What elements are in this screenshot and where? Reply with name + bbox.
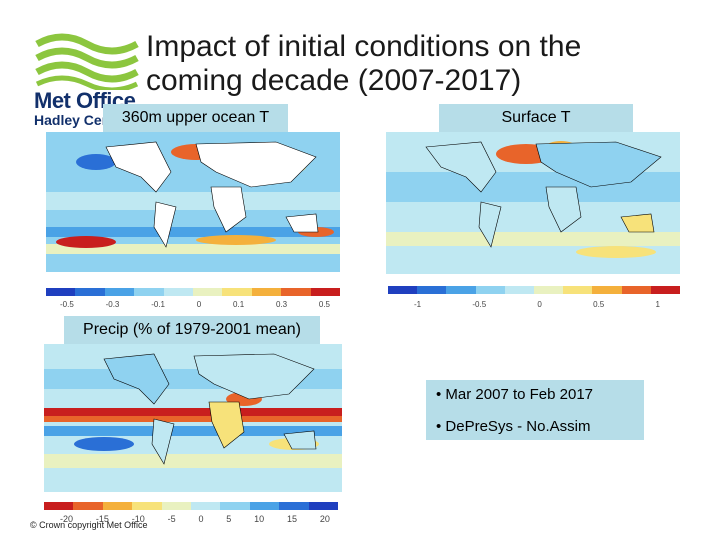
precip-map — [44, 344, 342, 492]
precip-tick: 10 — [254, 514, 265, 524]
ocean-tick: -0.1 — [151, 300, 165, 309]
met-office-wave-icon — [35, 33, 139, 93]
slide-title: Impact of initial conditions on the comi… — [146, 30, 706, 98]
surface-colorbar-ticks: -1 -0.5 0 0.5 1 — [414, 300, 660, 309]
title-line-2: coming decade (2007-2017) — [146, 64, 522, 97]
precip-tick: -10 — [131, 514, 145, 524]
ocean-tick: -0.5 — [60, 300, 74, 309]
surface-tick: 0 — [537, 300, 542, 309]
precip-tick: -15 — [95, 514, 109, 524]
precip-colorbar — [44, 502, 339, 510]
ocean-tick: -0.3 — [105, 300, 120, 309]
precip-label: Precip (% of 1979-2001 mean) — [64, 316, 320, 344]
surface-temp-label: Surface T — [439, 104, 633, 132]
precip-tick: 0 — [198, 514, 204, 524]
surface-temp-map — [386, 132, 680, 274]
ocean-temp-map-image — [46, 132, 340, 272]
precip-tick: -5 — [167, 514, 176, 524]
notes-box: • Mar 2007 to Feb 2017 • DePreSys - No.A… — [426, 380, 644, 440]
precip-tick: 5 — [226, 514, 232, 524]
precip-tick: -20 — [60, 514, 74, 524]
precip-tick: 15 — [287, 514, 298, 524]
title-line-1: Impact of initial conditions on the — [146, 30, 582, 63]
ocean-tick: 0.3 — [275, 300, 288, 309]
copyright-notice: © Crown copyright Met Office — [30, 520, 148, 530]
ocean-temp-label: 360m upper ocean T — [103, 104, 288, 132]
precip-map-image — [44, 344, 342, 492]
surface-tick: 1 — [655, 300, 660, 309]
surface-tick: 0.5 — [593, 300, 605, 309]
bullet-date-range: • Mar 2007 to Feb 2017 — [436, 386, 594, 403]
ocean-colorbar-ticks: -0.5 -0.3 -0.1 0 0.1 0.3 0.5 — [60, 300, 330, 309]
ocean-temp-map — [46, 132, 340, 272]
precip-tick: 20 — [319, 514, 330, 524]
met-office-logo — [32, 30, 152, 130]
surface-temp-map-image — [386, 132, 680, 274]
bullet-experiment: • DePreSys - No.Assim — [436, 418, 591, 435]
ocean-colorbar — [46, 288, 341, 296]
ocean-tick: 0.5 — [318, 300, 330, 309]
ocean-tick: 0 — [196, 300, 202, 309]
precip-colorbar-ticks: -20 -15 -10 -5 0 5 10 15 20 — [60, 514, 330, 524]
surface-tick: -1 — [414, 300, 422, 309]
ocean-tick: 0.1 — [233, 300, 245, 309]
surface-tick: -0.5 — [472, 300, 487, 309]
surface-colorbar — [388, 286, 681, 294]
